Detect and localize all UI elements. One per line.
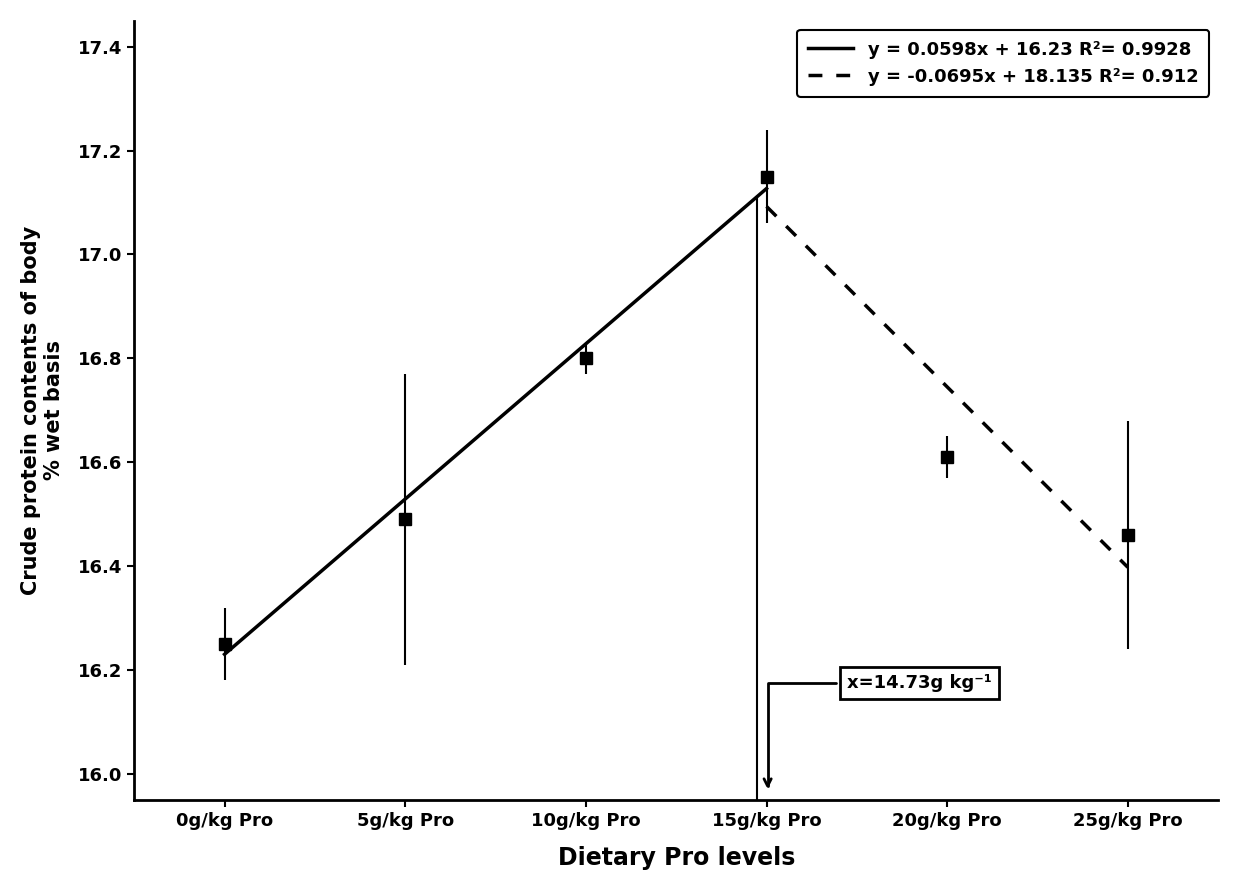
X-axis label: Dietary Pro levels: Dietary Pro levels <box>558 846 795 871</box>
Text: x=14.73g kg⁻¹: x=14.73g kg⁻¹ <box>764 674 991 786</box>
Legend: y = 0.0598x + 16.23 R²= 0.9928, y = -0.0695x + 18.135 R²= 0.912: y = 0.0598x + 16.23 R²= 0.9928, y = -0.0… <box>797 30 1209 96</box>
Y-axis label: Crude protein contents of body
% wet basis: Crude protein contents of body % wet bas… <box>21 225 64 595</box>
